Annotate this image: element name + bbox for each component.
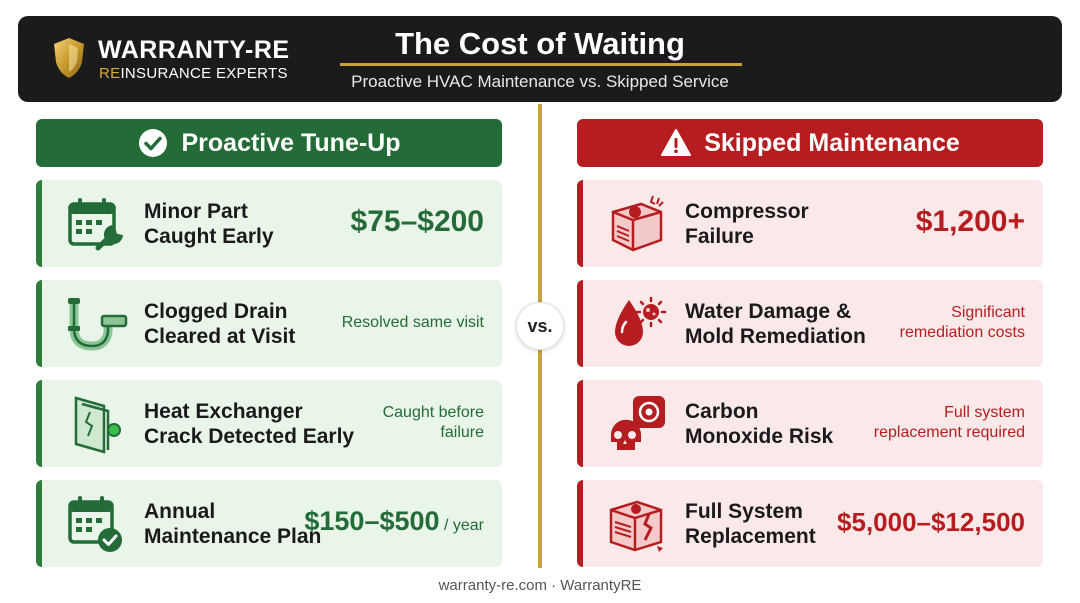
price-unit: / year: [443, 517, 484, 534]
skipped-card-compressor: Compressor Failure $1,200+: [577, 180, 1043, 267]
card-title-line2: Caught Early: [144, 225, 274, 248]
outcome-text: Caught before failure: [382, 404, 484, 441]
shield-logo-icon: [54, 38, 84, 78]
card-title-line2: Crack Detected Early: [144, 425, 355, 448]
heat-exchanger-icon: [74, 396, 121, 454]
card-title-line1: Annual: [144, 500, 216, 523]
card-title-line1: Heat Exchanger: [144, 400, 303, 423]
card-title-line2: Maintenance Plan: [144, 525, 322, 548]
card-title-line1: Full System: [685, 500, 803, 523]
calendar-wrench-icon: [68, 198, 124, 251]
card-title-line1: Minor Part: [144, 200, 248, 223]
header-banner: WARRANTY-RE REINSURANCE EXPERTS The Cost…: [18, 16, 1062, 102]
proactive-card-annual-plan: Annual Maintenance Plan $150–$500 / year: [36, 480, 502, 567]
card-title-line1: Clogged Drain: [144, 300, 288, 323]
page-subtitle: Proactive HVAC Maintenance vs. Skipped S…: [351, 72, 729, 91]
card-title-line2: Failure: [685, 225, 754, 248]
vs-badge: vs.: [516, 302, 564, 350]
proactive-card-clogged-drain: Clogged Drain Cleared at Visit Resolved s…: [36, 280, 502, 367]
brand-name: WARRANTY-RE: [98, 36, 290, 64]
card-title-line2: Replacement: [685, 525, 816, 548]
card-title-line2: Mold Remediation: [685, 325, 866, 348]
cost-value: $1,200+: [915, 205, 1025, 238]
card-title-line1: Compressor: [685, 200, 809, 223]
outcome-text: Resolved same visit: [341, 314, 484, 331]
skipped-heading: Skipped Maintenance: [704, 128, 960, 157]
cost-value: $150–$500: [304, 506, 440, 536]
cost-value: $75–$200: [350, 205, 484, 238]
broken-compressor-icon: [611, 195, 664, 252]
cracked-unit-icon: [609, 500, 663, 552]
warning-triangle-icon: [661, 129, 692, 156]
skipped-column-header: Skipped Maintenance: [577, 119, 1043, 167]
cost-value: $5,000–$12,500: [837, 507, 1025, 537]
proactive-card-heat-exchanger: Heat Exchanger Crack Detected Early Caugh…: [36, 380, 502, 467]
proactive-heading: Proactive Tune-Up: [181, 128, 401, 157]
proactive-card-minor-part: Minor Part Caught Early $75–$200: [36, 180, 502, 267]
card-title-line1: Water Damage &: [685, 300, 852, 323]
check-circle-icon: [139, 129, 168, 157]
skipped-card-water-damage: Water Damage & Mold Remediation Significa…: [577, 280, 1043, 367]
card-title-line2: Monoxide Risk: [685, 425, 834, 448]
footer-credit: warranty-re.com · WarrantyRE: [438, 577, 642, 594]
page-title: The Cost of Waiting: [395, 26, 685, 61]
proactive-column-header: Proactive Tune-Up: [36, 119, 502, 167]
skipped-card-full-replacement: Full System Replacement $5,000–$12,500: [577, 480, 1043, 567]
drain-pipe-icon: [68, 298, 128, 351]
brand-tagline: REINSURANCE EXPERTS: [99, 65, 288, 82]
title-underline: [340, 63, 742, 66]
outcome-text: Full system replacement required: [873, 404, 1025, 441]
outcome-text: Significant remediation costs: [899, 304, 1025, 341]
co-detector-skull-icon: [610, 396, 665, 450]
card-title-line2: Cleared at Visit: [144, 325, 296, 348]
water-mold-icon: [615, 296, 667, 346]
card-title-line1: Carbon: [685, 400, 759, 423]
calendar-check-icon: [68, 496, 122, 552]
skipped-card-carbon-monoxide: Carbon Monoxide Risk Full system replaceme…: [577, 380, 1043, 467]
plan-price: $150–$500 / year: [304, 506, 484, 537]
